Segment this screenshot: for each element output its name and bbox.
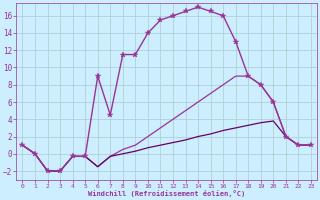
X-axis label: Windchill (Refroidissement éolien,°C): Windchill (Refroidissement éolien,°C) [88,190,245,197]
